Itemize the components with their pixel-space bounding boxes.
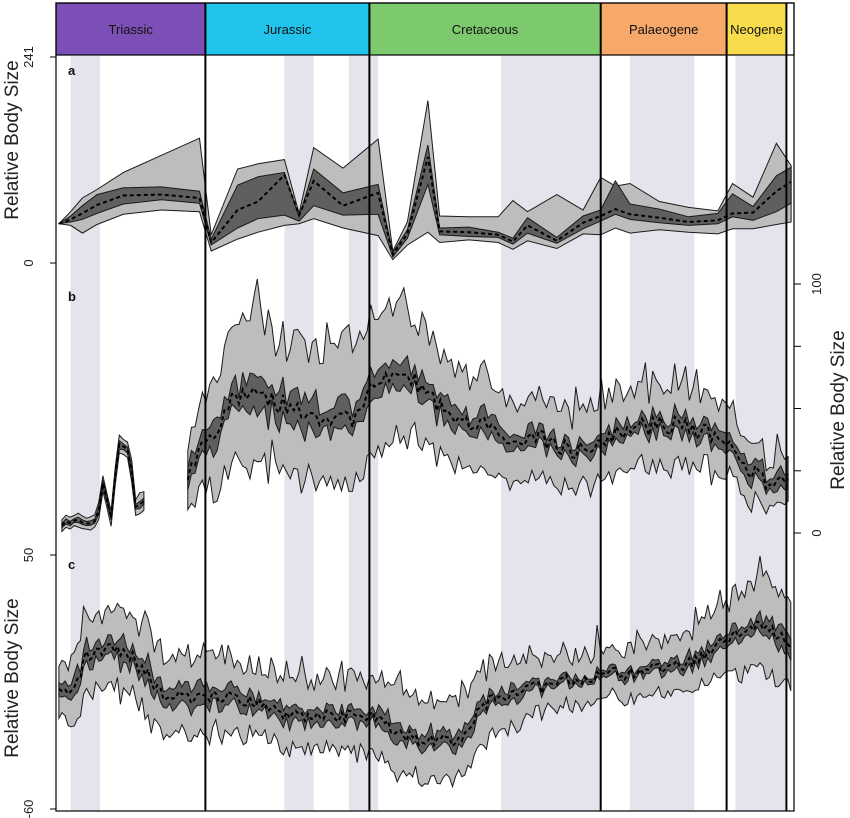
period-cell-palaeogene	[600, 2, 728, 56]
panel-b-main-outer-range-band	[187, 278, 789, 516]
panel-a-letter: a	[68, 63, 76, 78]
panel-a-y-axis-title: Relative Body Size	[2, 60, 23, 219]
panel-c-y-axis-title: Relative Body Size	[2, 598, 23, 757]
period-label-cretaceous: Cretaceous	[452, 22, 519, 37]
period-label-palaeogene: Palaeogene	[629, 22, 698, 37]
panel-c-ytick-label-0: 50	[21, 548, 36, 562]
panel-b-letter: b	[68, 289, 76, 304]
panel-a	[57, 100, 792, 261]
period-label-jurassic: Jurassic	[264, 22, 312, 37]
panel-c	[58, 555, 792, 789]
panel-b-ytick-label-0: 0	[809, 529, 824, 536]
panel-c-outer-range-band	[58, 555, 792, 789]
period-header-bar: Triassic Jurassic Cretaceous Palaeogene Neog…	[55, 2, 795, 56]
panel-c-letter: c	[68, 557, 75, 572]
panel-b-y-axis-title: Relative Body Size	[828, 330, 849, 489]
panel-c-median-line	[58, 620, 792, 748]
panel-b-ytick-label-1: 100	[809, 273, 824, 295]
panel-c-ytick-label-1: -60	[21, 800, 36, 818]
panel-a-ytick-label-1: 241	[21, 46, 36, 68]
period-boundaries	[204, 3, 788, 811]
panel-a-inner-range-band	[58, 144, 792, 259]
panel-b-early-inner-range-band	[61, 439, 145, 529]
panel-b	[61, 278, 789, 533]
panel-b-main-median-line	[186, 369, 789, 492]
panel-a-ytick-label-0: 0	[21, 259, 36, 266]
panel-b-main-inner-range-band	[187, 354, 789, 496]
panel-c-inner-range-band	[58, 609, 792, 756]
period-label-triassic: Triassic	[109, 22, 154, 37]
period-label-neogene: Neogene	[730, 22, 783, 37]
y-axes: 0 241 50 -60 0 100	[21, 46, 824, 818]
period-cell-unlabeled	[785, 2, 795, 56]
panel-b-early-median-line	[61, 442, 145, 527]
panel-a-median-line	[58, 156, 792, 257]
